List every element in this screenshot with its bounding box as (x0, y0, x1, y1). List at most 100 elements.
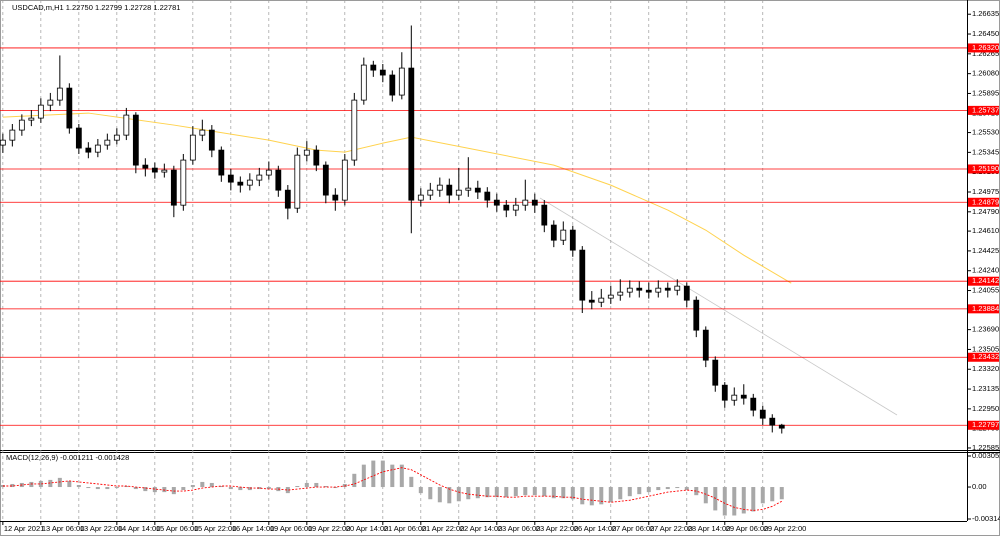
macd-bar (618, 487, 623, 500)
y-tick-label: 1.24425 (972, 246, 999, 255)
macd-bar (67, 480, 72, 488)
candle-body (550, 224, 557, 241)
level-label: 1.23432 (972, 352, 999, 361)
macd-bar (428, 487, 433, 500)
macd-bar (285, 487, 290, 494)
candle-body (9, 129, 16, 141)
macd-bar (561, 487, 566, 499)
candle-body (503, 204, 510, 211)
y-tick-label: 1.23320 (972, 364, 999, 373)
candle-body (446, 184, 453, 196)
y-tick-label: 1.23690 (972, 325, 999, 334)
candle-body (636, 287, 643, 291)
macd-bar (665, 487, 670, 490)
candle-body (18, 119, 25, 131)
candle-body (113, 134, 120, 141)
x-tick-label: 13 Apr 06:00 (42, 524, 85, 533)
candle-body (664, 287, 671, 291)
macd-bar (751, 487, 756, 512)
candle-body (626, 287, 633, 293)
x-tick-label: 16 Apr 14:00 (232, 524, 275, 533)
macd-bar (152, 487, 157, 493)
x-tick-label: 26 Apr 14:00 (574, 524, 617, 533)
x-tick-label: 13 Apr 22:00 (80, 524, 123, 533)
macd-bar (447, 487, 452, 504)
candle-body (522, 199, 529, 206)
y-tick-label: 1.26080 (972, 69, 999, 78)
candle-body (28, 117, 35, 121)
y-tick-label: 0.003051 (972, 451, 1000, 460)
macd-bar (219, 486, 224, 488)
candle-body (132, 114, 139, 166)
x-tick-label: 21 Apr 06:00 (384, 524, 427, 533)
macd-bar (371, 460, 376, 488)
macd-bar (694, 487, 699, 496)
chart-title: USDCAD,m,H1 1.22750 1.22799 1.22728 1.22… (12, 3, 180, 12)
candle-body (75, 127, 82, 149)
candle-body (408, 67, 415, 201)
candle-body (607, 294, 614, 299)
candle-body (294, 154, 301, 209)
candle-body (474, 187, 481, 193)
candle-body (104, 139, 111, 146)
candle-body (484, 191, 491, 201)
y-tick-label: 1.25895 (972, 88, 999, 97)
macd-title: MACD(12,26,9) -0.001211 -0.001428 (6, 453, 129, 462)
candle-body (370, 64, 377, 71)
candle-body (693, 299, 700, 331)
candle-body (123, 114, 130, 136)
macd-bar (456, 487, 461, 502)
candle-body (465, 187, 472, 191)
macd-bar (200, 481, 205, 488)
y-tick-label: 1.23505 (972, 344, 999, 353)
macd-bar (352, 473, 357, 488)
macd-bar (38, 480, 43, 488)
x-tick-label: 27 Apr 22:00 (650, 524, 693, 533)
macd-bar (295, 486, 300, 488)
y-tick-label: 1.22950 (972, 404, 999, 413)
level-label: 1.23884 (972, 304, 999, 313)
macd-bar (599, 487, 604, 505)
macd-bar (361, 464, 366, 488)
y-tick-label: 1.24240 (972, 266, 999, 275)
x-tick-label: 23 Apr 06:00 (498, 524, 541, 533)
macd-bar (741, 487, 746, 514)
candle-body (778, 424, 785, 429)
candle-body (199, 129, 206, 136)
candle-body (303, 149, 310, 156)
macd-bar (181, 487, 186, 491)
macd-bar (48, 479, 53, 488)
candle-body (246, 179, 253, 186)
x-tick-label: 15 Apr 06:00 (156, 524, 199, 533)
macd-bar (257, 487, 262, 490)
candle-body (588, 299, 595, 303)
candle-body (161, 169, 168, 173)
macd-bar (485, 487, 490, 498)
candle-body (750, 397, 757, 411)
macd-bar (95, 487, 100, 490)
candle-body (37, 104, 44, 119)
x-tick-label: 15 Apr 22:00 (194, 524, 237, 533)
y-tick-label: 1.26265 (972, 49, 999, 58)
candle-body (275, 169, 282, 191)
macd-bar (29, 481, 34, 488)
candle-body (731, 394, 738, 401)
candle-body (579, 249, 586, 301)
candle-body (417, 194, 424, 201)
candle-body (47, 99, 54, 106)
macd-bar (627, 487, 632, 497)
macd-bar (342, 483, 347, 488)
candle-body (227, 174, 234, 183)
x-tick-label: 28 Apr 14:00 (688, 524, 731, 533)
candle-body (180, 159, 187, 206)
macd-bar (57, 477, 62, 488)
macd-bar (238, 487, 243, 491)
candle-body (398, 67, 405, 96)
level-label-box (968, 276, 999, 286)
macd-bar (190, 484, 195, 488)
macd-bar (684, 487, 689, 491)
macd-bar (504, 487, 509, 498)
macd-bar (209, 482, 214, 488)
y-tick-label: 1.22585 (972, 443, 999, 452)
y-tick-label: 1.24790 (972, 207, 999, 216)
